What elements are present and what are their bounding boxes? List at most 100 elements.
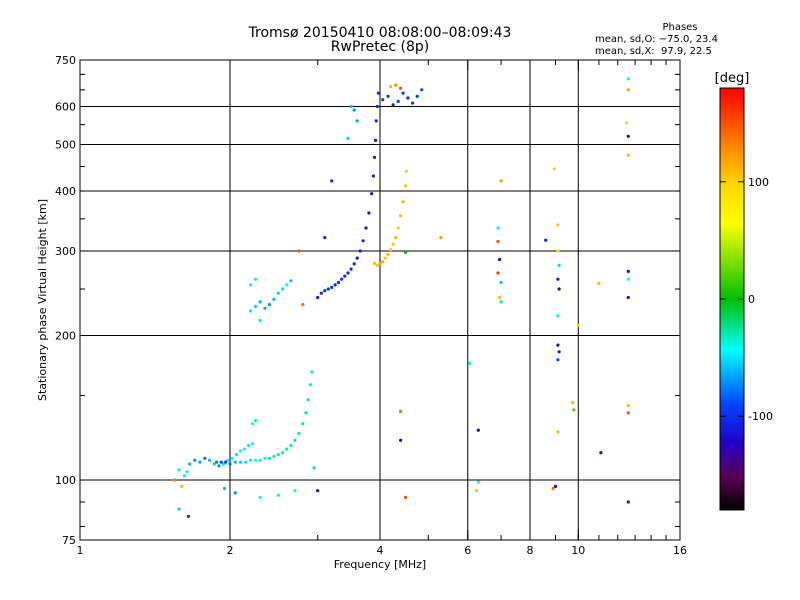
- data-point: [228, 462, 232, 466]
- data-point: [374, 119, 378, 123]
- y-tick-label: 200: [55, 330, 76, 343]
- data-point: [249, 309, 253, 313]
- data-point: [406, 96, 410, 100]
- data-point: [182, 474, 186, 478]
- data-point: [626, 134, 630, 138]
- data-point: [193, 458, 197, 462]
- data-point: [215, 460, 219, 464]
- data-point: [330, 179, 334, 183]
- y-tick-label: 750: [55, 54, 76, 67]
- data-point: [626, 77, 630, 81]
- phase-stats-o-mode: mean, sd,O: −75.0, 23.4: [595, 34, 718, 45]
- phase-statistics: Phases mean, sd,O: −75.0, 23.4 mean, sd,…: [595, 22, 765, 58]
- data-point: [349, 104, 353, 109]
- data-point: [304, 411, 308, 415]
- data-point: [343, 274, 347, 278]
- data-point: [258, 458, 262, 462]
- data-point: [557, 287, 561, 291]
- colorbar: [deg] 100 0 -100: [715, 71, 773, 511]
- data-point: [370, 192, 374, 196]
- y-axis-label: Stationary phase Virtual Height [km]: [36, 199, 49, 401]
- data-point: [404, 169, 408, 173]
- data-point: [253, 419, 258, 423]
- data-point: [576, 323, 580, 327]
- x-tick-label: 10: [571, 544, 585, 557]
- data-point: [376, 91, 380, 95]
- data-point: [263, 306, 267, 310]
- data-point: [289, 443, 293, 448]
- data-point: [396, 99, 400, 103]
- data-point: [330, 285, 334, 289]
- x-tick-label: 16: [673, 544, 687, 557]
- data-point: [556, 249, 560, 253]
- data-point: [371, 174, 375, 178]
- data-point: [258, 495, 262, 499]
- data-point: [226, 458, 230, 462]
- data-point: [251, 442, 255, 446]
- data-point: [239, 449, 243, 453]
- data-point: [316, 489, 320, 493]
- data-point: [276, 493, 280, 497]
- data-point: [496, 239, 500, 244]
- data-point: [401, 200, 405, 204]
- data-point: [224, 460, 228, 464]
- data-point: [355, 256, 359, 260]
- chart-subtitle: RwPretec (8p): [330, 39, 430, 55]
- data-point: [340, 277, 344, 281]
- data-point: [276, 453, 280, 457]
- data-point: [198, 460, 202, 464]
- y-axis: 75 100 200 300 400 500 600 750: [55, 54, 680, 547]
- data-point: [556, 314, 560, 318]
- x-tick-label: 6: [464, 544, 471, 557]
- colorbar-tick-label: 0: [748, 293, 755, 306]
- data-point: [394, 236, 398, 240]
- data-point: [556, 223, 560, 227]
- plot-grid: [80, 60, 680, 540]
- data-point: [381, 260, 385, 264]
- data-point: [372, 155, 377, 159]
- data-point: [308, 383, 312, 387]
- data-point: [544, 238, 548, 242]
- data-point: [499, 300, 503, 304]
- colorbar-unit: [deg]: [715, 71, 750, 86]
- data-point: [403, 184, 408, 188]
- data-point: [391, 242, 395, 246]
- x-axis: 1 2 4 6 8 10 16: [77, 60, 687, 557]
- data-point: [420, 88, 424, 92]
- data-point: [173, 478, 177, 482]
- data-point: [293, 438, 297, 442]
- y-tick-label: 500: [55, 139, 76, 152]
- data-point: [386, 94, 390, 98]
- data-point: [208, 458, 212, 462]
- phase-stats-x-mode: mean, sd,X: 97.9, 22.5: [595, 46, 712, 57]
- data-point: [557, 263, 561, 267]
- data-point: [361, 239, 365, 243]
- x-tick-label: 8: [527, 544, 534, 557]
- data-point: [272, 454, 276, 458]
- data-point: [243, 447, 247, 451]
- data-point: [399, 438, 403, 442]
- data-point: [399, 214, 403, 218]
- data-point: [556, 358, 560, 362]
- data-point: [381, 98, 385, 102]
- data-point: [467, 361, 472, 365]
- data-point: [496, 271, 500, 275]
- data-point: [553, 484, 558, 488]
- data-point: [306, 398, 310, 402]
- chart-title: Tromsø 20150410 08:08:00–08:09:43: [248, 25, 512, 41]
- data-point: [310, 370, 314, 374]
- data-point: [389, 248, 393, 252]
- data-point: [626, 403, 630, 408]
- data-point: [258, 318, 262, 323]
- data-point: [249, 458, 253, 462]
- data-point: [386, 252, 390, 257]
- data-point: [399, 409, 403, 413]
- data-point: [571, 401, 575, 405]
- data-point: [336, 280, 340, 285]
- data-point: [177, 507, 181, 511]
- data-point: [383, 256, 387, 260]
- y-tick-label: 75: [62, 534, 76, 547]
- data-point: [281, 451, 285, 455]
- data-point: [258, 300, 262, 304]
